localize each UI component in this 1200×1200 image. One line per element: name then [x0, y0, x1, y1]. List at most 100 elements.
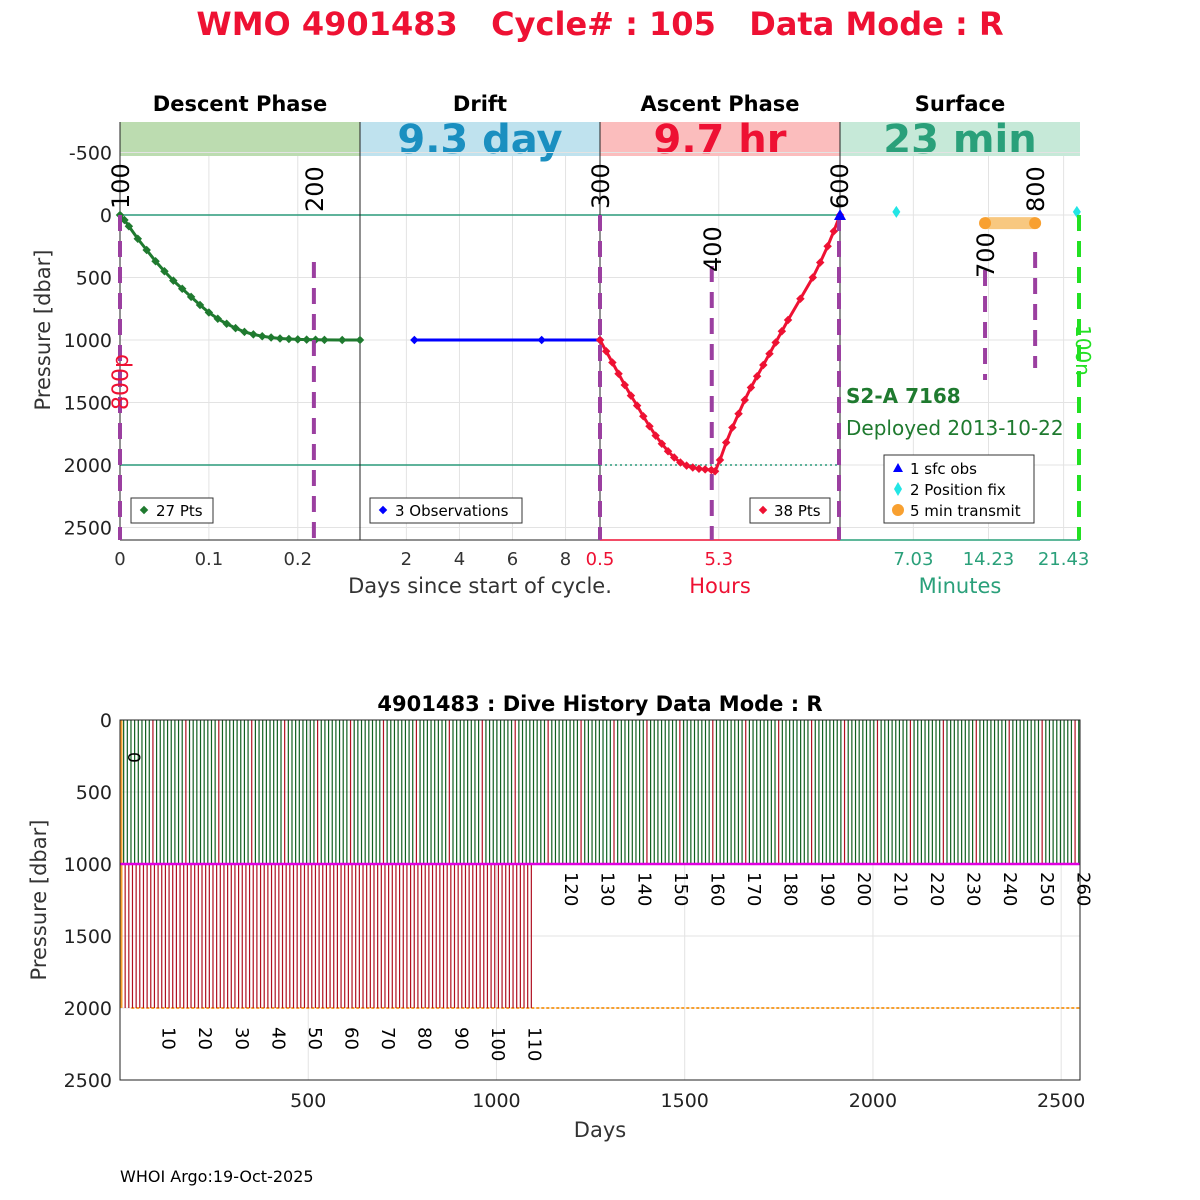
cycle-label-210: 210 [889, 872, 910, 906]
ascent-point-10 [657, 439, 667, 448]
marker-100-label: 100 [107, 163, 135, 209]
ascent-point-23 [734, 409, 743, 418]
tick-label-2-0: 2 [401, 549, 412, 570]
descent-point-8 [177, 284, 187, 293]
ascent-point-7 [639, 412, 648, 421]
descent-point-21 [293, 335, 303, 344]
y-tick-label-4: 1500 [64, 393, 112, 415]
ascent-point-33 [808, 273, 818, 282]
ascent-point-19 [710, 467, 720, 476]
position-fix-1 [1072, 205, 1081, 218]
descent-point-16 [249, 330, 258, 339]
cycle-label-220: 220 [926, 872, 947, 906]
descent-point-24 [320, 335, 329, 345]
cycle-label-160: 160 [706, 872, 727, 906]
cycle-label-80: 80 [414, 1027, 435, 1050]
drift-legend-marker [378, 505, 388, 515]
tick-label-4-1: 14.23 [963, 549, 1015, 570]
legend-transmit-marker [892, 504, 904, 516]
phase-title-2: Drift [453, 92, 507, 116]
tick-label-2-3: 8 [560, 549, 571, 570]
history-title: 4901483 : Dive History Data Mode : R [377, 692, 822, 716]
history-y-tick-1: 500 [76, 782, 112, 804]
y-tick-label-3: 1000 [64, 330, 112, 352]
cycle-label-10: 10 [158, 1027, 179, 1050]
ascent-point-29 [771, 338, 780, 347]
y-tick-label-6: 2500 [64, 518, 112, 540]
ascent-point-5 [626, 391, 636, 400]
history-y-tick-4: 2000 [64, 998, 112, 1020]
ascent-point-16 [694, 464, 704, 473]
y-tick-label-2: 500 [76, 268, 112, 290]
deployed-label: Deployed 2013-10-22 [846, 416, 1064, 440]
ascent-point-26 [752, 372, 762, 381]
ascent-point-20 [715, 455, 725, 465]
phase-title-4: Surface [915, 92, 1005, 116]
surface-legend-box [883, 454, 1035, 524]
legend-sfc-label: 1 sfc obs [910, 460, 977, 478]
descent-point-26 [355, 335, 365, 345]
marker-700-label: 700 [972, 232, 1000, 278]
page-title: WMO 4901483 Cycle# : 105 Data Mode : R [196, 5, 1003, 43]
ascent-point-11 [663, 447, 673, 456]
legend-fix-label: 2 Position fix [910, 481, 1006, 499]
transmit-start [979, 217, 992, 230]
tick-label-3-1: 5.3 [704, 549, 733, 570]
drift-point-0 [410, 335, 419, 345]
descent-point-5 [151, 257, 160, 266]
cycle-label-150: 150 [670, 872, 691, 906]
phase-title-1: Descent Phase [153, 92, 327, 116]
phase-band-3 [600, 122, 840, 156]
phase-band-1 [120, 122, 360, 156]
phase-band-2 [360, 122, 600, 156]
phase-title-3: Ascent Phase [641, 92, 800, 116]
descent-point-6 [160, 267, 169, 276]
history-y-tick-2: 1000 [64, 854, 112, 876]
ascent-point-32 [796, 294, 805, 303]
ascent-point-4 [620, 380, 629, 390]
cycle-label-30: 30 [231, 1027, 252, 1050]
history-x-tick-3: 2000 [849, 1090, 897, 1112]
ascent-point-2 [608, 358, 617, 367]
ascent-legend-marker [758, 505, 768, 515]
phase-duration-2: 9.3 day [397, 117, 562, 163]
descent-point-25 [337, 335, 347, 345]
ascent-point-24 [740, 395, 749, 405]
cycle-label-240: 240 [999, 872, 1020, 906]
history-frame [119, 719, 1081, 1081]
descent-point-20 [284, 334, 294, 344]
y-tick-label-5: 2000 [64, 455, 112, 477]
marker-600-label: 600 [826, 163, 854, 209]
history-y-label: Pressure [dbar] [27, 820, 51, 981]
cycle-label-100: 100 [487, 1027, 508, 1061]
descent-point-19 [275, 334, 285, 343]
descent-point-4 [142, 245, 151, 255]
cycle-label-0: 0 [123, 752, 143, 763]
ascent-point-14 [682, 461, 691, 470]
cycle-label-230: 230 [963, 872, 984, 906]
cycle-label-250: 250 [1036, 872, 1057, 906]
ascent-point-36 [829, 227, 839, 236]
tick-label-2-1: 4 [454, 549, 465, 570]
ascent-point-28 [765, 349, 774, 358]
tick-label-2-2: 6 [507, 549, 518, 570]
ascent-point-31 [783, 315, 793, 325]
marker-300-label: 300 [587, 163, 615, 209]
phase-band-4 [840, 122, 1080, 156]
history-x-tick-0: 500 [290, 1090, 326, 1112]
ascent-point-6 [632, 401, 642, 410]
legend-fix-marker [894, 482, 902, 496]
descent-point-2 [124, 222, 134, 231]
cycle-label-90: 90 [450, 1027, 471, 1050]
ascent-point-9 [651, 431, 660, 440]
tick-label-3-0: 0.5 [586, 549, 615, 570]
ascent-point-30 [777, 327, 787, 336]
descent-annotation: 800p [109, 354, 134, 410]
history-x-tick-4: 2500 [1037, 1090, 1085, 1112]
descent-point-9 [186, 292, 196, 302]
history-x-tick-2: 1500 [661, 1090, 709, 1112]
descent-point-11 [204, 308, 214, 317]
ascent-point-25 [746, 383, 756, 392]
